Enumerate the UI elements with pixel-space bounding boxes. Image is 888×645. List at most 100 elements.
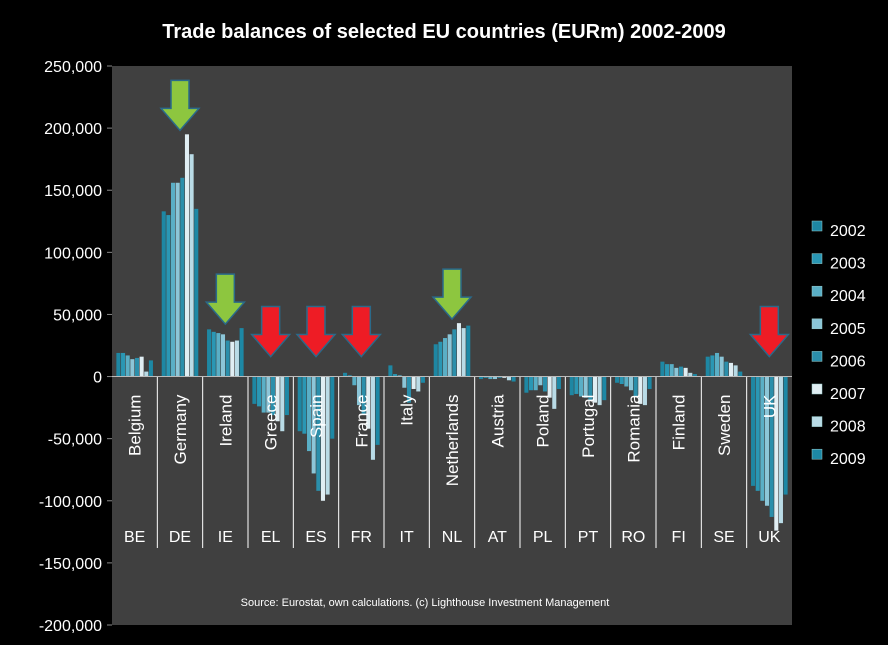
- source-note: Source: Eurostat, own calculations. (c) …: [241, 597, 610, 609]
- bar-ES-2006: [316, 376, 321, 491]
- bar-FI-2006: [678, 366, 684, 377]
- bar-PL-2003: [529, 376, 534, 391]
- bar-PL-2007: [547, 376, 552, 398]
- bar-NL-2006: [452, 329, 457, 377]
- bar-UK-2009: [783, 376, 788, 495]
- bar-FI-2004: [669, 364, 674, 377]
- bar-NL-2005: [447, 334, 452, 377]
- arrow-DE: [159, 79, 201, 132]
- bar-SE-2005: [719, 356, 724, 377]
- category-code: SE: [713, 529, 734, 546]
- y-tick-label: 50,000: [53, 307, 102, 324]
- bar-NL-2004: [443, 338, 448, 377]
- bar-FI-2009: [692, 374, 697, 377]
- category-label: France: [352, 395, 371, 448]
- bar-AT-2004: [488, 376, 493, 380]
- bar-PL-2002: [524, 376, 529, 393]
- bar-NL-2008: [461, 328, 466, 377]
- bar-EL-2009: [284, 376, 289, 416]
- bar-AT-2008: [506, 376, 511, 381]
- y-axis: 250,000 200,000 150,000 100,000 50,000 0 -50,0…: [39, 59, 112, 635]
- bar-ES-2008: [325, 376, 330, 495]
- bar-PT-2003: [574, 376, 579, 394]
- category-label: Netherlands: [443, 395, 462, 487]
- bar-IE-2005: [220, 334, 226, 377]
- category-labels: Belgium BE Germany DE Ireland IE Greece EL Spain…: [124, 394, 781, 546]
- legend-label: 2006: [830, 353, 866, 370]
- bar-FR-2006: [361, 376, 366, 414]
- bar-DE-2009: [194, 208, 199, 377]
- legend-label: 2004: [830, 288, 866, 305]
- category-code: RO: [621, 529, 645, 546]
- bar-FI-2008: [688, 372, 693, 377]
- bar-BE-2005: [130, 359, 135, 377]
- bar-PL-2009: [556, 376, 561, 389]
- legend-swatch-2004: [811, 285, 823, 297]
- legend-label: 2007: [830, 386, 866, 403]
- bar-FI-2007: [683, 367, 688, 377]
- arrow-UK: [748, 305, 790, 358]
- bar-RO-2002: [615, 376, 620, 383]
- bar-PL-2004: [533, 376, 538, 391]
- bar-PL-2006: [542, 376, 548, 392]
- legend-swatch-2003: [811, 253, 823, 264]
- bar-NL-2002: [433, 344, 438, 377]
- bar-UK-2008: [778, 376, 783, 524]
- bar-FI-2005: [674, 367, 679, 377]
- arrow-ES: [295, 305, 337, 358]
- bar-RO-2003: [619, 376, 624, 385]
- y-tick-label: -100,000: [39, 494, 102, 511]
- bar-IT-2005: [402, 376, 407, 388]
- category-label: Greece: [262, 395, 281, 451]
- category-label: Belgium: [126, 395, 145, 456]
- bar-PL-2005: [538, 376, 543, 386]
- bar-BE-2007: [139, 356, 144, 377]
- plot-area: [112, 66, 792, 625]
- bar-RO-2009: [647, 376, 652, 389]
- category-label: Italy: [398, 394, 417, 426]
- bar-UK-2006: [769, 376, 774, 517]
- bar-IE-2004: [216, 333, 221, 377]
- bar-FR-2007: [366, 376, 371, 429]
- legend-swatch-2002: [811, 220, 823, 232]
- bar-IT-2004: [397, 375, 402, 377]
- legend-swatch-2009: [811, 448, 823, 460]
- arrow-FR: [340, 305, 382, 358]
- category-code: AT: [488, 529, 507, 546]
- bar-SE-2003: [710, 355, 715, 377]
- bar-ES-2009: [330, 376, 335, 439]
- bar-PT-2002: [569, 376, 574, 396]
- bar-IT-2006: [406, 376, 412, 403]
- category-code: IT: [400, 529, 414, 546]
- bar-SE-2007: [728, 362, 733, 377]
- bar-ES-2005: [311, 376, 316, 474]
- bar-FI-2002: [660, 361, 665, 377]
- bar-AT-2003: [483, 376, 488, 378]
- bar-UK-2005: [764, 376, 770, 506]
- bar-RO-2008: [642, 376, 647, 406]
- category-code: DE: [169, 529, 191, 546]
- bar-DE-2007: [184, 134, 189, 377]
- bar-IE-2007: [230, 341, 235, 377]
- bar-IT-2007: [411, 376, 416, 389]
- bar-DE-2002: [161, 211, 166, 377]
- y-tick-label: 250,000: [44, 59, 102, 76]
- bar-EL-2006: [270, 376, 276, 416]
- bars: [116, 134, 788, 531]
- bar-IT-2003: [393, 374, 398, 377]
- bar-RO-2005: [628, 376, 634, 391]
- bar-DE-2003: [166, 215, 171, 377]
- bar-ES-2002: [297, 376, 302, 432]
- bar-UK-2007: [774, 376, 779, 531]
- bar-RO-2006: [633, 376, 638, 397]
- y-tick-label: 200,000: [44, 121, 102, 138]
- bar-AT-2005: [492, 376, 498, 380]
- bar-PT-2004: [579, 376, 584, 397]
- bar-EL-2008: [280, 376, 285, 432]
- legend-swatch-2005: [811, 318, 823, 330]
- bar-SE-2004: [715, 352, 720, 377]
- category-label: UK: [760, 394, 779, 418]
- legend-label: 2005: [830, 321, 866, 338]
- bar-DE-2006: [180, 177, 185, 377]
